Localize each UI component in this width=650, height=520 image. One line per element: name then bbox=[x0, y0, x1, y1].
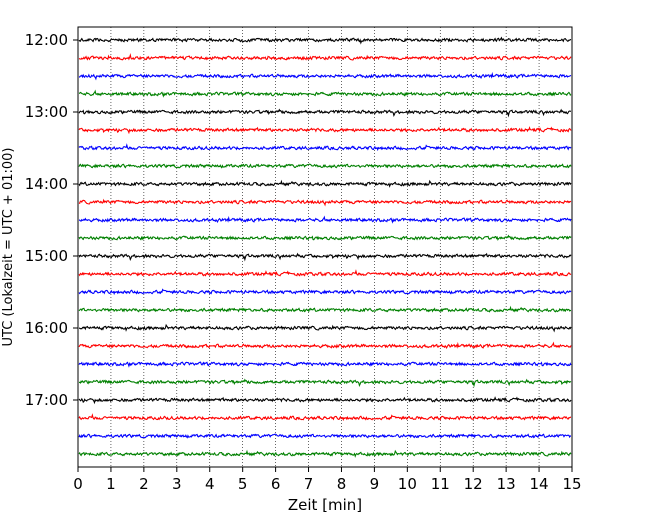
y-tick-label: 15:00 bbox=[25, 247, 68, 265]
x-tick-label: 7 bbox=[304, 475, 314, 493]
trace-1515 bbox=[78, 269, 572, 277]
y-tick-label: 12:00 bbox=[25, 31, 68, 49]
x-tick-label: 14 bbox=[530, 475, 549, 493]
trace-1730 bbox=[78, 433, 572, 439]
trace-1600 bbox=[78, 323, 572, 333]
y-tick-label: 13:00 bbox=[25, 103, 68, 121]
x-tick-label: 3 bbox=[172, 475, 182, 493]
x-tick-label: 9 bbox=[370, 475, 380, 493]
trace-1215 bbox=[78, 52, 572, 61]
trace-1615 bbox=[78, 341, 572, 349]
y-axis: 12:00 13:00 14:00 15:00 16:00 17:00 bbox=[25, 31, 78, 409]
trace-1230 bbox=[78, 71, 572, 81]
trace-1330 bbox=[78, 143, 572, 152]
trace-1530 bbox=[78, 288, 572, 296]
x-tick-label: 8 bbox=[337, 475, 347, 493]
x-axis: 0 1 2 3 4 5 6 7 8 9 10 11 12 13 14 15 bbox=[73, 467, 582, 493]
trace-1445 bbox=[78, 234, 572, 241]
trace-1715 bbox=[78, 413, 572, 422]
trace-1745 bbox=[78, 449, 572, 458]
trace-1200 bbox=[78, 36, 572, 45]
trace-1545 bbox=[78, 305, 572, 313]
plot-frame bbox=[77, 26, 573, 468]
x-tick-label: 11 bbox=[431, 475, 450, 493]
grid-layer bbox=[110, 27, 540, 467]
trace-1400 bbox=[78, 179, 572, 188]
trace-1430 bbox=[78, 215, 572, 224]
trace-1630 bbox=[78, 361, 572, 368]
x-tick-label: 15 bbox=[562, 475, 581, 493]
trace-1415 bbox=[78, 198, 572, 207]
trace-1315 bbox=[78, 126, 572, 135]
trace-1645 bbox=[78, 378, 572, 388]
trace-1700 bbox=[78, 396, 572, 405]
trace-1300 bbox=[78, 108, 572, 118]
y-tick-label: 17:00 bbox=[25, 391, 68, 409]
x-tick-label: 10 bbox=[398, 475, 417, 493]
trace-layer bbox=[78, 36, 572, 458]
y-tick-label: 16:00 bbox=[25, 319, 68, 337]
y-axis-label: UTC (Lokalzeit = UTC + 01:00) bbox=[1, 148, 16, 347]
trace-1245 bbox=[78, 89, 572, 98]
y-tick-label: 14:00 bbox=[25, 175, 68, 193]
x-tick-label: 2 bbox=[139, 475, 149, 493]
x-tick-label: 13 bbox=[497, 475, 516, 493]
x-tick-label: 12 bbox=[464, 475, 483, 493]
x-tick-label: 4 bbox=[205, 475, 215, 493]
x-tick-label: 6 bbox=[271, 475, 281, 493]
x-tick-label: 1 bbox=[106, 475, 116, 493]
x-axis-label: Zeit [min] bbox=[288, 496, 362, 514]
x-tick-label: 0 bbox=[73, 475, 83, 493]
trace-1345 bbox=[78, 163, 572, 169]
x-tick-label: 5 bbox=[238, 475, 248, 493]
trace-1500 bbox=[78, 252, 572, 262]
